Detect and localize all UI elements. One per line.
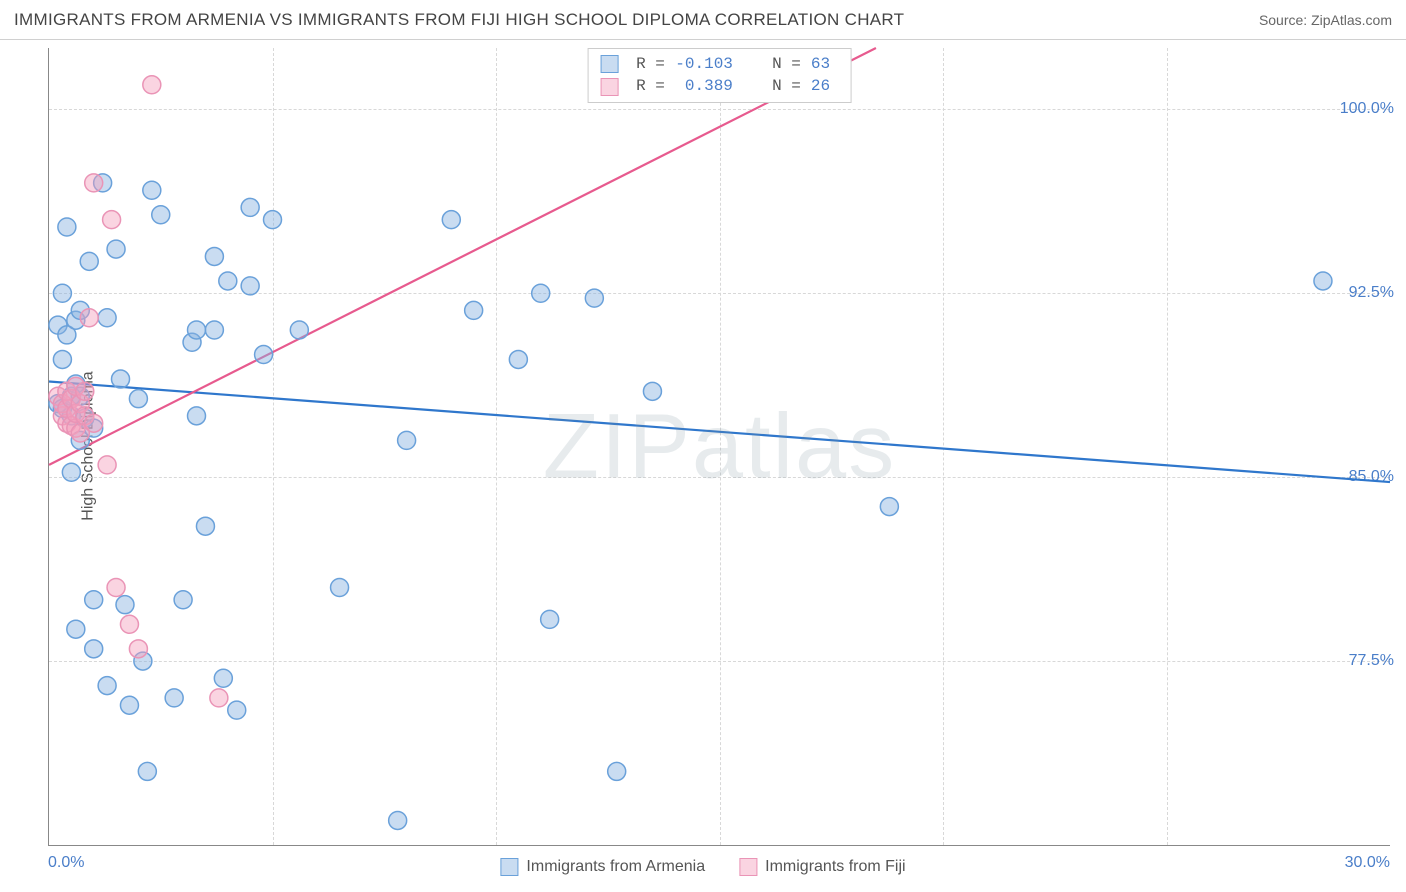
scatter-point-armenia (188, 321, 206, 339)
source-text: Source: ZipAtlas.com (1259, 12, 1392, 28)
scatter-point-fiji (129, 640, 147, 658)
legend-item-armenia: Immigrants from Armenia (500, 858, 705, 876)
chart-title: IMMIGRANTS FROM ARMENIA VS IMMIGRANTS FR… (14, 10, 904, 30)
scatter-point-armenia (228, 701, 246, 719)
scatter-point-armenia (98, 309, 116, 327)
legend-N-value-fiji: 26 (811, 75, 839, 97)
legend-swatch-armenia (600, 55, 618, 73)
scatter-point-armenia (58, 218, 76, 236)
trend-line-fiji (49, 48, 876, 465)
scatter-point-armenia (442, 211, 460, 229)
scatter-point-armenia (241, 198, 259, 216)
scatter-point-armenia (165, 689, 183, 707)
scatter-point-armenia (80, 252, 98, 270)
scatter-point-armenia (541, 610, 559, 628)
scatter-point-armenia (53, 350, 71, 368)
scatter-point-armenia (174, 591, 192, 609)
legend-R-label: R = (636, 53, 665, 75)
scatter-point-armenia (152, 206, 170, 224)
scatter-point-armenia (53, 284, 71, 302)
legend-swatch-armenia (500, 858, 518, 876)
legend-N-label: N = (772, 53, 801, 75)
scatter-point-armenia (585, 289, 603, 307)
scatter-point-armenia (643, 382, 661, 400)
legend-label: Immigrants from Fiji (765, 858, 905, 875)
scatter-point-armenia (85, 640, 103, 658)
scatter-point-armenia (1314, 272, 1332, 290)
legend-label: Immigrants from Armenia (526, 858, 705, 875)
trend-line-armenia (49, 382, 1390, 483)
scatter-chart-svg (49, 48, 1390, 845)
scatter-point-armenia (255, 346, 273, 364)
scatter-point-fiji (80, 309, 98, 327)
scatter-point-armenia (107, 240, 125, 258)
scatter-point-armenia (120, 696, 138, 714)
scatter-point-armenia (67, 620, 85, 638)
scatter-point-fiji (210, 689, 228, 707)
scatter-point-armenia (331, 579, 349, 597)
scatter-point-armenia (196, 517, 214, 535)
scatter-point-armenia (62, 463, 80, 481)
scatter-point-armenia (214, 669, 232, 687)
legend-item-fiji: Immigrants from Fiji (739, 858, 905, 876)
legend-R-label: R = (636, 75, 665, 97)
scatter-point-armenia (85, 591, 103, 609)
scatter-point-armenia (465, 301, 483, 319)
scatter-point-armenia (389, 811, 407, 829)
scatter-point-fiji (103, 211, 121, 229)
scatter-point-armenia (116, 596, 134, 614)
legend-R-value-armenia: -0.103 (675, 53, 733, 75)
legend-stats: R = -0.103 N = 63 R = 0.389 N = 26 (587, 48, 852, 103)
legend-swatch-fiji (739, 858, 757, 876)
scatter-point-armenia (532, 284, 550, 302)
scatter-point-armenia (205, 321, 223, 339)
scatter-point-armenia (219, 272, 237, 290)
scatter-point-armenia (290, 321, 308, 339)
scatter-point-fiji (76, 382, 94, 400)
scatter-point-armenia (608, 762, 626, 780)
x-tick-min: 0.0% (48, 854, 84, 872)
legend-swatch-fiji (600, 78, 618, 96)
scatter-point-fiji (107, 579, 125, 597)
scatter-point-armenia (880, 498, 898, 516)
scatter-point-armenia (205, 247, 223, 265)
scatter-point-armenia (398, 431, 416, 449)
legend-stats-row: R = 0.389 N = 26 (600, 75, 839, 97)
scatter-point-armenia (509, 350, 527, 368)
legend-stats-row: R = -0.103 N = 63 (600, 53, 839, 75)
scatter-point-armenia (188, 407, 206, 425)
scatter-point-fiji (98, 456, 116, 474)
legend-N-label: N = (772, 75, 801, 97)
scatter-point-armenia (241, 277, 259, 295)
scatter-point-fiji (85, 174, 103, 192)
x-tick-max: 30.0% (1345, 854, 1390, 872)
scatter-point-armenia (129, 390, 147, 408)
scatter-point-armenia (112, 370, 130, 388)
scatter-point-fiji (120, 615, 138, 633)
chart-area: ZIPatlas R = -0.103 N = 63 R = 0.389 N =… (48, 48, 1390, 846)
header: IMMIGRANTS FROM ARMENIA VS IMMIGRANTS FR… (0, 0, 1406, 40)
scatter-point-armenia (264, 211, 282, 229)
scatter-point-armenia (98, 677, 116, 695)
legend-R-value-fiji: 0.389 (675, 75, 733, 97)
scatter-point-armenia (138, 762, 156, 780)
scatter-point-fiji (143, 76, 161, 94)
legend-N-value-armenia: 63 (811, 53, 839, 75)
legend-bottom: Immigrants from Armenia Immigrants from … (500, 858, 905, 876)
scatter-point-armenia (143, 181, 161, 199)
scatter-point-fiji (85, 414, 103, 432)
